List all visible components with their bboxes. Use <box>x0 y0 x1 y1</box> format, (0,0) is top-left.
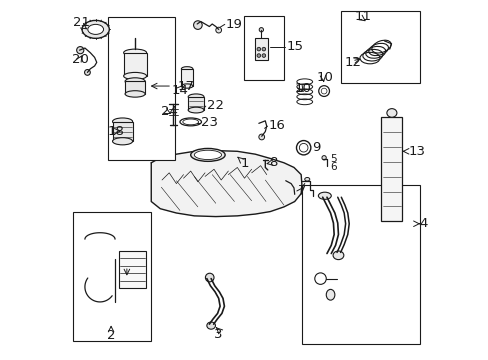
Ellipse shape <box>190 148 224 161</box>
Ellipse shape <box>259 28 263 32</box>
Text: 13: 13 <box>408 145 425 158</box>
Text: 6: 6 <box>329 162 336 172</box>
Ellipse shape <box>258 134 264 140</box>
Ellipse shape <box>88 24 103 35</box>
Ellipse shape <box>215 27 221 33</box>
Text: 11: 11 <box>354 10 371 23</box>
Ellipse shape <box>262 54 265 57</box>
Ellipse shape <box>386 109 396 117</box>
Bar <box>123 53 146 76</box>
Ellipse shape <box>332 251 343 260</box>
Text: 15: 15 <box>286 40 303 53</box>
Ellipse shape <box>188 107 203 113</box>
Text: 23: 23 <box>201 116 217 129</box>
Ellipse shape <box>257 54 260 57</box>
Text: 1: 1 <box>241 157 249 170</box>
Bar <box>107 17 175 160</box>
Ellipse shape <box>262 47 265 51</box>
Ellipse shape <box>82 21 109 39</box>
Text: 16: 16 <box>268 119 285 132</box>
Ellipse shape <box>123 72 146 80</box>
Ellipse shape <box>194 150 221 159</box>
Ellipse shape <box>181 67 192 71</box>
Text: 7: 7 <box>298 184 306 197</box>
Text: 8: 8 <box>268 156 277 169</box>
Text: 24: 24 <box>161 105 178 118</box>
Text: 10: 10 <box>316 71 333 84</box>
Bar <box>73 212 151 341</box>
Text: 10: 10 <box>294 82 311 95</box>
Bar <box>381 117 402 221</box>
Ellipse shape <box>206 322 215 329</box>
Text: 12: 12 <box>344 56 361 69</box>
Bar <box>125 81 145 94</box>
Ellipse shape <box>125 91 145 97</box>
Ellipse shape <box>112 118 132 125</box>
Ellipse shape <box>318 192 330 199</box>
Text: 14: 14 <box>172 84 188 97</box>
Ellipse shape <box>77 46 83 54</box>
Ellipse shape <box>84 69 90 75</box>
Text: 18: 18 <box>107 125 124 138</box>
Bar <box>341 12 419 83</box>
Ellipse shape <box>205 273 214 282</box>
Text: 5: 5 <box>329 154 336 164</box>
Text: 22: 22 <box>206 99 224 112</box>
Text: 2: 2 <box>107 329 115 342</box>
Ellipse shape <box>125 78 145 85</box>
Ellipse shape <box>321 156 325 160</box>
Text: 21: 21 <box>73 16 90 29</box>
Text: 4: 4 <box>419 217 427 230</box>
Ellipse shape <box>304 177 309 181</box>
Bar <box>119 251 145 288</box>
Text: 20: 20 <box>72 53 88 66</box>
Bar <box>188 97 203 110</box>
Bar <box>181 69 192 86</box>
Bar <box>254 38 267 60</box>
Ellipse shape <box>257 47 260 51</box>
Ellipse shape <box>181 84 192 88</box>
Bar <box>301 185 419 344</box>
Text: 19: 19 <box>225 18 242 31</box>
Ellipse shape <box>325 289 334 300</box>
Bar <box>244 16 284 80</box>
Text: 9: 9 <box>311 141 320 154</box>
Polygon shape <box>151 150 301 217</box>
Bar <box>112 122 132 141</box>
Ellipse shape <box>193 21 202 30</box>
Text: 17: 17 <box>177 80 194 93</box>
Ellipse shape <box>188 94 203 100</box>
Text: 3: 3 <box>214 328 223 341</box>
Ellipse shape <box>112 138 132 145</box>
Ellipse shape <box>123 49 146 56</box>
